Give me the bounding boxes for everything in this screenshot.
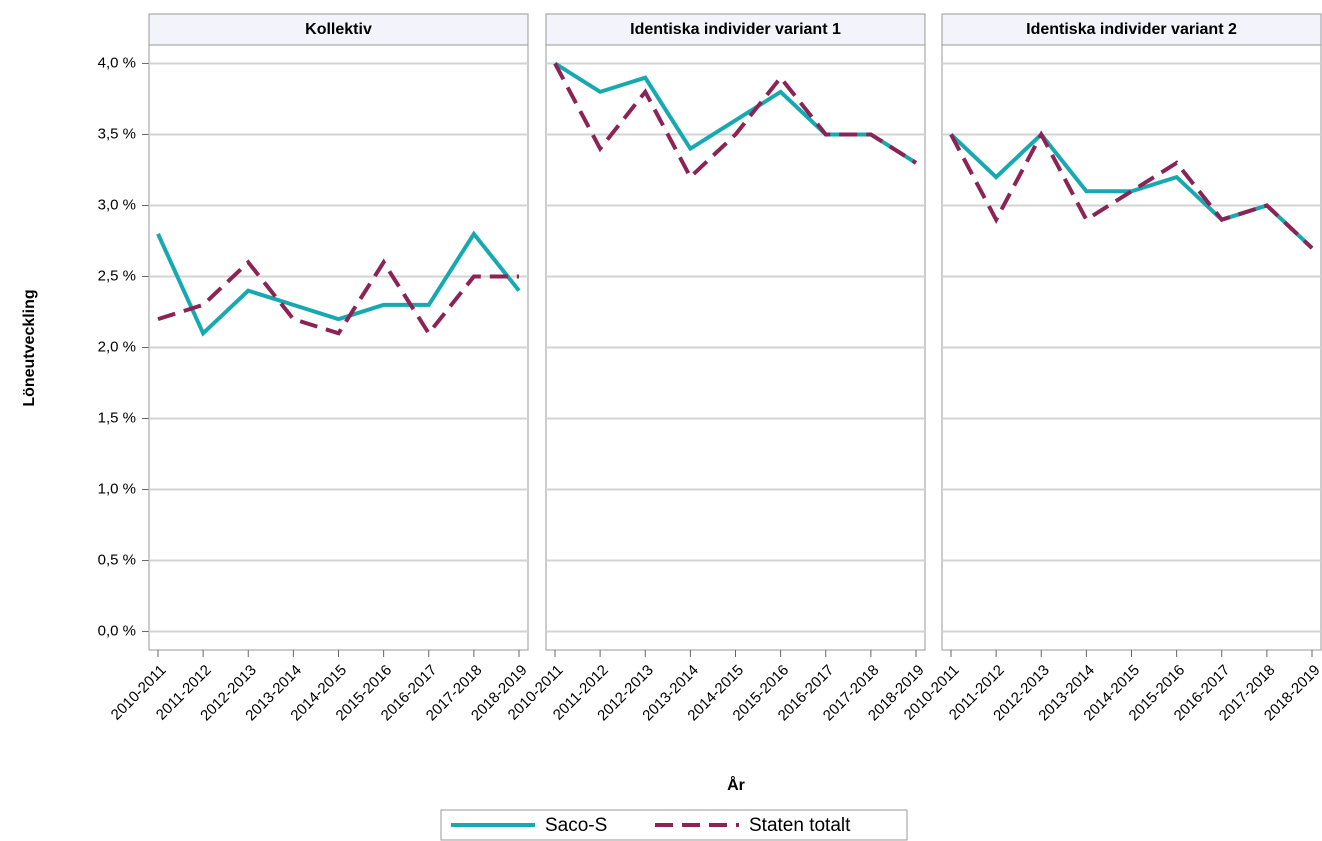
y-tick-label: 4,0 % (98, 54, 136, 71)
panel-header (545, 13, 926, 46)
x-axis-label: År (727, 775, 745, 794)
y-tick-label: 0,0 % (98, 623, 136, 640)
y-tick-label: 2,5 % (98, 267, 136, 284)
y-tick-label: 3,5 % (98, 125, 136, 142)
panel-header (941, 13, 1322, 46)
y-tick-label: 2,0 % (98, 338, 136, 355)
legend-label: Staten totalt (749, 815, 851, 836)
y-tick-label: 1,0 % (98, 480, 136, 497)
series-line (157, 258, 519, 337)
y-axis-label: Löneutveckling (21, 289, 38, 406)
y-tick-label: 1,5 % (98, 409, 136, 426)
panel-title: Kollektiv (305, 21, 372, 38)
legend-label: Saco-S (545, 815, 607, 836)
y-tick-label: 3,0 % (98, 196, 136, 213)
y-tick-label: 0,5 % (98, 551, 136, 568)
panel-title: Identiska individer variant 1 (630, 21, 841, 38)
series-line (156, 230, 521, 337)
series-line (949, 130, 1314, 250)
series-line (553, 62, 918, 181)
panel-title: Identiska individer variant 2 (1026, 21, 1237, 38)
